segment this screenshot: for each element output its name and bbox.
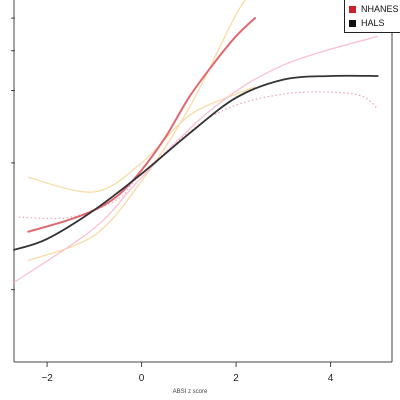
x-axis-label: ABSI z score: [172, 389, 208, 395]
x-tick-label: 2: [233, 373, 239, 384]
legend-swatch-nhanes: [349, 5, 356, 13]
legend-swatch-hals: [349, 19, 356, 27]
x-ticks: −2 0 2 4: [41, 362, 334, 384]
legend-item-hals: HALS: [349, 16, 385, 30]
legend-label-hals: HALS: [361, 18, 385, 28]
confidence-bands: [13, 0, 379, 283]
series-lines: [13, 17, 379, 251]
axes: [13, 0, 393, 363]
y-ticks: [11, 17, 15, 291]
x-tick-label: 0: [139, 373, 145, 384]
legend: NHANES HALS: [344, 0, 400, 33]
confidence-band-4: [18, 91, 379, 220]
x-tick-label: 4: [328, 373, 334, 384]
series-line-nhanes: [27, 17, 256, 233]
confidence-band-3: [13, 35, 378, 283]
x-axis-label-wrap: ABSI z score: [0, 389, 400, 395]
legend-item-nhanes: NHANES: [349, 2, 399, 16]
x-tick-label: −2: [41, 373, 53, 384]
confidence-band-1: [27, 0, 247, 262]
series-line-hals: [13, 74, 379, 251]
legend-label-nhanes: NHANES: [361, 4, 399, 14]
